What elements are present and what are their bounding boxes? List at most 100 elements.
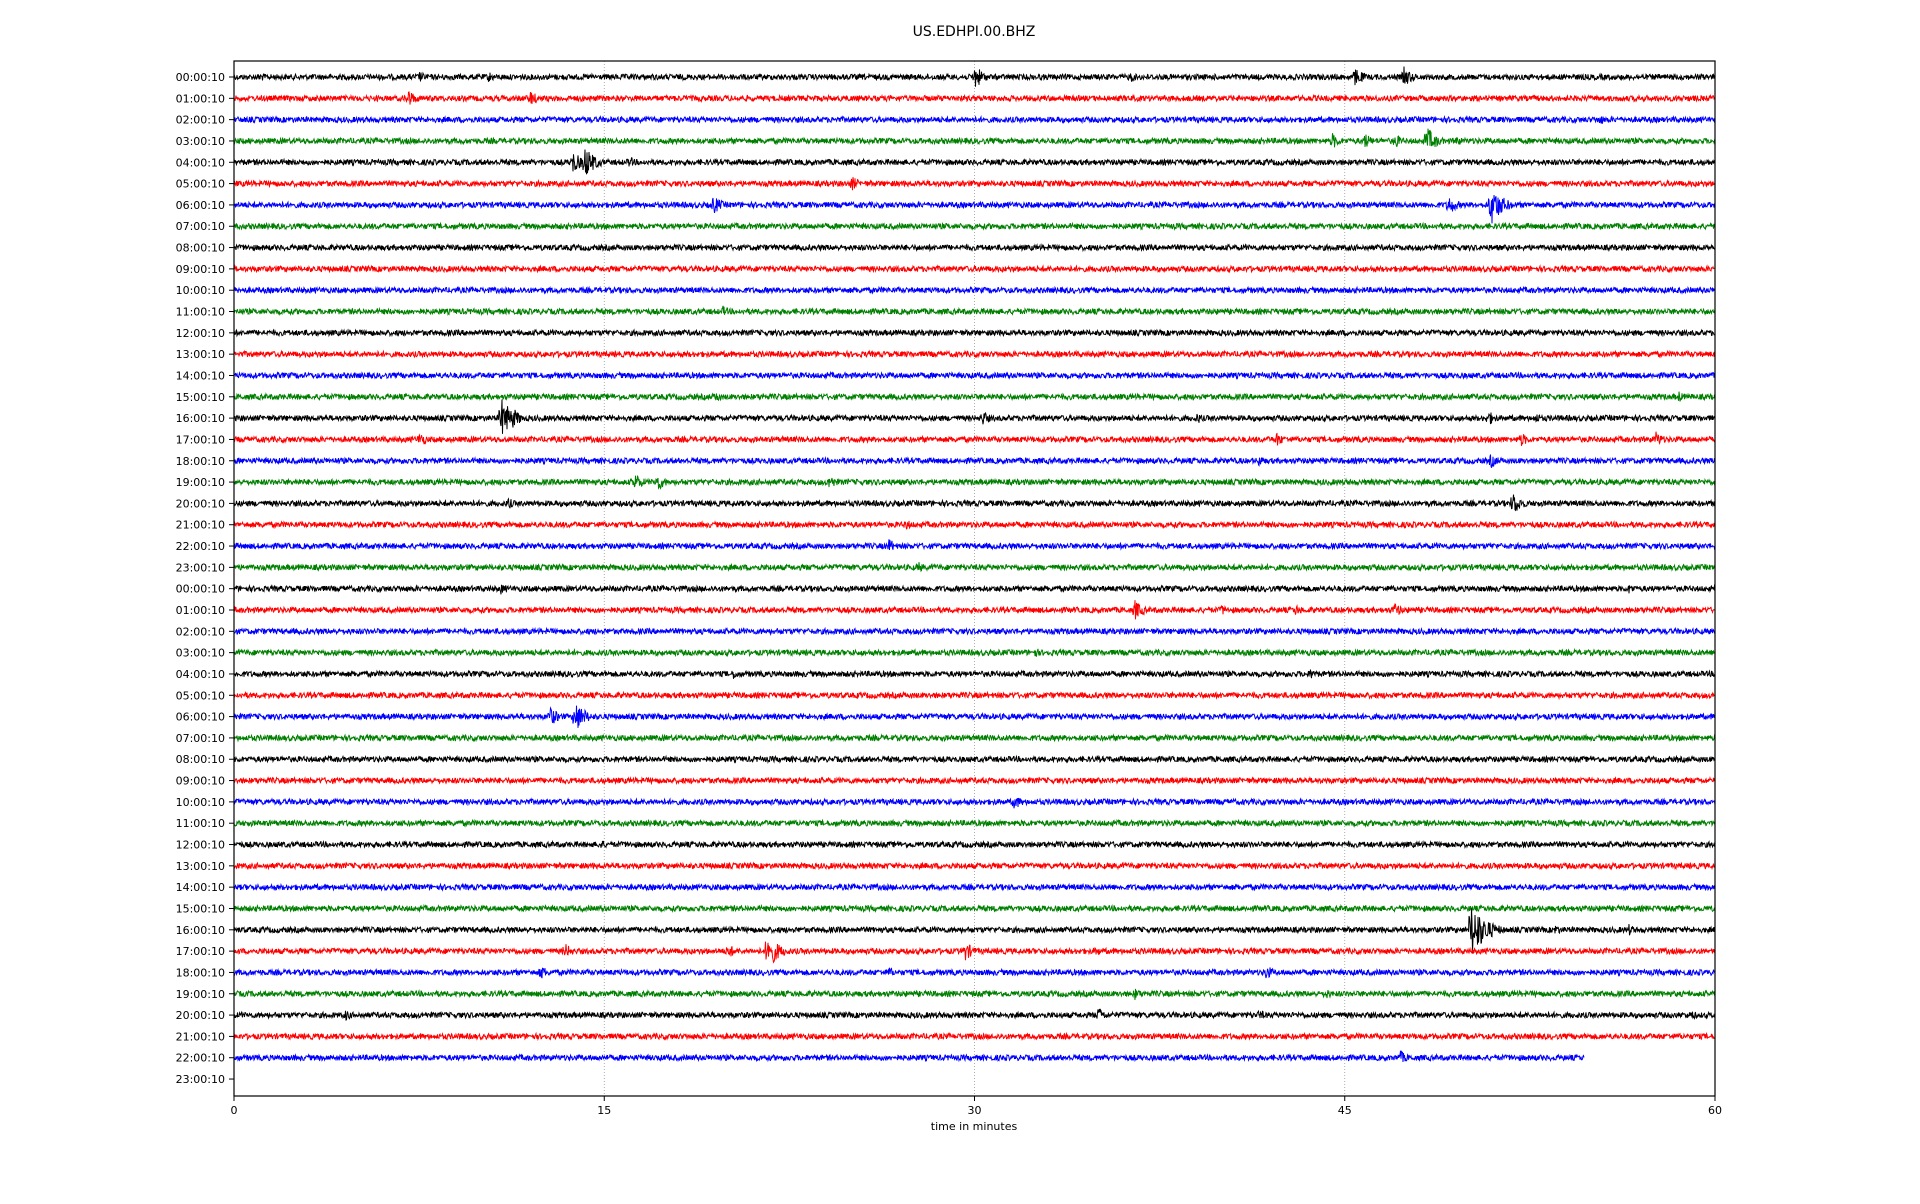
y-tick-label: 20:00:10 [176,1009,225,1022]
y-tick-label: 21:00:10 [176,1030,225,1043]
y-tick-label: 05:00:10 [176,689,225,702]
y-tick-label: 18:00:10 [176,966,225,979]
gridlines [603,61,1346,1096]
trace-130010-day1 [233,349,1716,359]
trace-040010-day1 [233,149,1716,175]
y-tick-label: 22:00:10 [176,540,225,553]
y-tick-label: 21:00:10 [176,519,225,532]
y-tick-label: 02:00:10 [176,625,225,638]
y-tick-label: 00:00:10 [176,71,225,84]
trace-190010-day2 [233,988,1716,1000]
y-tick-label: 04:00:10 [176,668,225,681]
y-tick-label: 13:00:10 [176,860,225,873]
trace-160010-day2 [233,908,1716,954]
trace-220010-day2 [233,1050,1585,1063]
trace-230010-day1 [233,562,1716,573]
trace-150010-day1 [233,391,1716,402]
x-tick-label: 60 [1708,1104,1722,1117]
x-axis: 0 15 30 45 60 [231,1096,1722,1117]
y-tick-label: 08:00:10 [176,242,225,255]
y-tick-label: 17:00:10 [176,433,225,446]
trace-060010-day1 [233,195,1716,224]
y-tick-label: 15:00:10 [176,902,225,915]
trace-140010-day2 [233,882,1716,892]
y-tick-label: 12:00:10 [176,327,225,340]
y-tick-label: 14:00:10 [176,881,225,894]
x-tick-label: 15 [597,1104,611,1117]
y-tick-label: 19:00:10 [176,476,225,489]
trace-030010-day1 [233,128,1716,148]
trace-070010-day2 [233,733,1716,743]
trace-080010-day1 [233,242,1716,253]
trace-020010-day1 [233,114,1716,125]
trace-210010-day1 [233,520,1716,530]
y-tick-label: 11:00:10 [176,306,225,319]
y-tick-label: 09:00:10 [176,263,225,276]
y-tick-label: 01:00:10 [176,92,225,105]
trace-020010-day2 [233,626,1716,637]
y-tick-label: 02:00:10 [176,114,225,127]
y-tick-label: 04:00:10 [176,156,225,169]
y-tick-label: 10:00:10 [176,284,225,297]
trace-040010-day2 [233,669,1716,679]
trace-000010-day2 [234,583,1716,595]
x-tick-label: 45 [1338,1104,1352,1117]
trace-050010-day2 [233,690,1716,701]
y-tick-label: 18:00:10 [176,455,225,468]
y-tick-label: 16:00:10 [176,412,225,425]
y-tick-label: 07:00:10 [176,732,225,745]
trace-220010-day1 [233,539,1716,551]
trace-170010-day2 [233,941,1716,964]
trace-160010-day1 [233,399,1716,434]
trace-100010-day2 [233,797,1716,809]
y-tick-label: 15:00:10 [176,391,225,404]
y-tick-label: 05:00:10 [176,178,225,191]
y-tick-label: 06:00:10 [176,199,225,212]
x-tick-label: 0 [231,1104,238,1117]
x-tick-label: 30 [968,1104,982,1117]
trace-090010-day2 [233,775,1716,786]
trace-110010-day1 [233,305,1716,317]
y-tick-label: 14:00:10 [176,369,225,382]
y-tick-label: 13:00:10 [176,348,225,361]
trace-170010-day1 [233,431,1716,446]
trace-010010-day1 [233,91,1716,105]
y-tick-label: 22:00:10 [176,1052,225,1065]
y-tick-label: 23:00:10 [176,1073,225,1086]
traces [233,66,1716,1063]
x-axis-label: time in minutes [931,1120,1018,1133]
trace-190010-day1 [233,475,1716,490]
trace-140010-day1 [233,370,1716,381]
trace-120010-day1 [233,328,1716,338]
trace-080010-day2 [233,754,1716,764]
y-tick-label: 12:00:10 [176,839,225,852]
y-tick-label: 09:00:10 [176,775,225,788]
trace-150010-day2 [233,903,1716,914]
trace-180010-day2 [233,967,1716,979]
y-tick-label: 17:00:10 [176,945,225,958]
trace-100010-day1 [233,285,1716,295]
trace-120010-day2 [233,839,1716,850]
y-tick-label: 08:00:10 [176,753,225,766]
trace-050010-day1 [233,177,1716,191]
y-tick-label: 06:00:10 [176,711,225,724]
trace-000010-day1 [233,66,1716,87]
y-tick-label: 00:00:10 [176,583,225,596]
trace-130010-day2 [233,861,1716,871]
trace-200010-day1 [233,494,1716,512]
y-axis: 00:00:10 01:00:10 02:00:10 03:00:10 04:00:10… [176,71,234,1086]
y-tick-label: 23:00:10 [176,561,225,574]
trace-010010-day2 [233,600,1716,620]
trace-200010-day2 [233,1008,1716,1021]
trace-110010-day2 [233,818,1716,828]
trace-060010-day2 [233,705,1716,728]
y-tick-label: 20:00:10 [176,497,225,510]
trace-180010-day1 [233,454,1716,468]
y-tick-label: 07:00:10 [176,220,225,233]
y-tick-label: 01:00:10 [176,604,225,617]
trace-030010-day2 [233,647,1716,658]
trace-210010-day2 [233,1031,1716,1042]
chart-title: US.EDHPI.00.BHZ [913,24,1036,40]
y-tick-label: 16:00:10 [176,924,225,937]
